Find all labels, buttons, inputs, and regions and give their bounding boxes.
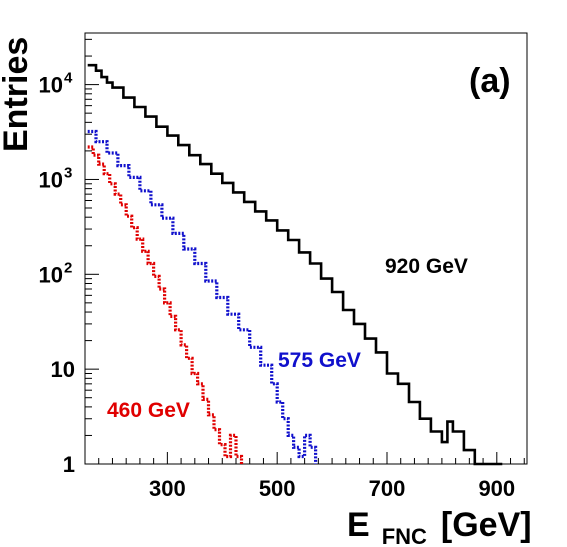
plot-frame	[84, 32, 528, 465]
y-tick-label: 10	[51, 357, 75, 382]
x-axis-title: E FNC [GeV]	[347, 506, 532, 547]
y-tick-label: 1	[63, 452, 75, 477]
y-tick-label: 10	[39, 73, 63, 98]
x-axis-title-main: E	[347, 506, 370, 544]
y-tick-label: 10	[39, 167, 63, 192]
x-tick-label: 300	[149, 476, 186, 501]
y-axis-title: Entries	[0, 37, 35, 152]
x-axis-title-unit: [GeV]	[441, 506, 532, 544]
panel-label: (a)	[469, 62, 511, 100]
y-tick-exponent: 2	[64, 259, 72, 276]
x-axis-title-sub: FNC	[382, 524, 427, 547]
y-tick-exponent: 4	[64, 70, 73, 87]
x-tick-label: 500	[259, 476, 296, 501]
series-line-460-gev	[87, 145, 244, 464]
series-layer	[87, 63, 503, 466]
series-label-575: 575 GeV	[278, 349, 361, 372]
series-label-920: 920 GeV	[385, 255, 468, 278]
y-tick-exponent: 3	[64, 164, 72, 181]
series-label-460: 460 GeV	[107, 399, 190, 422]
x-tick-label: 900	[478, 476, 515, 501]
y-tick-label: 10	[39, 262, 63, 287]
series-line-575-gev	[87, 129, 318, 464]
series-line-920-gev	[87, 63, 503, 466]
x-tick-label: 700	[369, 476, 406, 501]
